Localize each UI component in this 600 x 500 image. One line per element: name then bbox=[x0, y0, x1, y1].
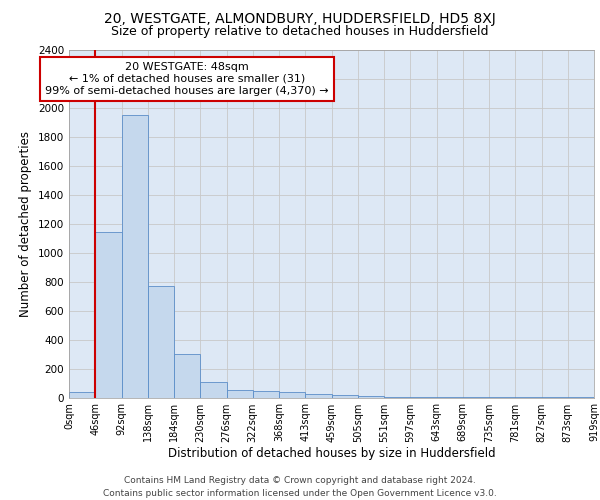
Bar bbox=[121, 115, 148, 398]
Bar bbox=[305, 394, 331, 398]
Bar bbox=[410, 397, 437, 398]
Bar bbox=[279, 392, 305, 398]
Bar bbox=[174, 354, 200, 398]
X-axis label: Distribution of detached houses by size in Huddersfield: Distribution of detached houses by size … bbox=[167, 448, 496, 460]
Bar bbox=[200, 382, 227, 398]
Bar bbox=[69, 392, 95, 398]
Text: 20, WESTGATE, ALMONDBURY, HUDDERSFIELD, HD5 8XJ: 20, WESTGATE, ALMONDBURY, HUDDERSFIELD, … bbox=[104, 12, 496, 26]
Text: Contains HM Land Registry data © Crown copyright and database right 2024.
Contai: Contains HM Land Registry data © Crown c… bbox=[103, 476, 497, 498]
Bar bbox=[148, 286, 174, 398]
Text: 20 WESTGATE: 48sqm
← 1% of detached houses are smaller (31)
99% of semi-detached: 20 WESTGATE: 48sqm ← 1% of detached hous… bbox=[46, 62, 329, 96]
Y-axis label: Number of detached properties: Number of detached properties bbox=[19, 130, 32, 317]
Bar bbox=[253, 391, 279, 398]
Bar bbox=[384, 397, 410, 398]
Bar bbox=[331, 394, 358, 398]
Bar bbox=[95, 232, 121, 398]
Bar bbox=[358, 396, 384, 398]
Bar bbox=[227, 390, 253, 398]
Text: Size of property relative to detached houses in Huddersfield: Size of property relative to detached ho… bbox=[111, 25, 489, 38]
